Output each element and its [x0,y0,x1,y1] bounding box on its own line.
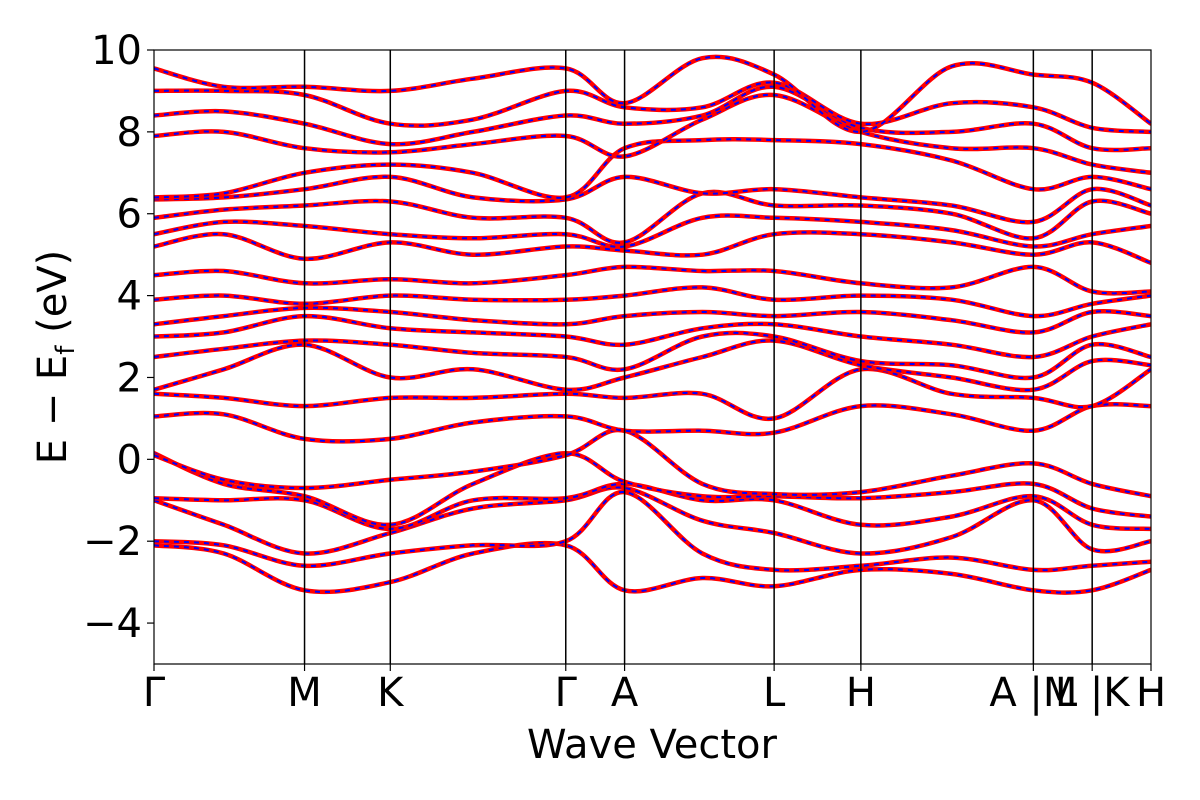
y-tick-label-7: 8 [117,110,142,156]
x-tick-label-5: A [611,670,639,716]
kpath-lines-layer [303,50,1093,664]
x-axis-label: Wave Vector [527,722,778,768]
band-line-overlay-19 [154,138,1151,199]
x-tick-label-2: M [287,670,322,716]
band-line-overlay-13 [154,286,1151,318]
x-tick-label-9: L |K [1055,670,1131,716]
band-line-overlay-2 [154,491,1151,572]
y-tick-label-8: 10 [91,28,142,74]
x-tick-label-6: L [763,670,786,716]
y-axis-label-main: E − E [30,355,76,465]
band-line-22 [154,80,1151,135]
band-line-overlay-9 [154,339,1151,392]
x-tick-label-10: H [1136,670,1166,716]
y-axis-label-sub: f [51,345,81,355]
band-line-overlay-15 [154,231,1151,264]
x-tick-label-8: A |M [989,670,1077,716]
band-line-5 [154,450,1151,528]
bands-layer [154,54,1151,595]
x-tick-label-3: K [377,670,405,716]
band-line-overlay-12 [154,306,1151,334]
band-line-overlay-16 [154,214,1151,248]
band-line-overlay-8 [154,367,1151,420]
band-line-overlay-10 [154,331,1151,380]
y-tick-label-6: 6 [117,192,142,238]
band-line-1 [154,540,1151,595]
x-tick-label-7: H [846,670,876,716]
band-line-17 [154,189,1151,246]
y-tick-label-5: 4 [117,274,142,320]
band-line-14 [154,264,1151,296]
x-tick-label-4: Γ [555,670,578,716]
y-axis-label-unit: (eV) [30,250,76,346]
band-line-overlay-7 [154,403,1151,443]
y-tick-label-2: −2 [83,519,142,565]
y-tick-label-1: −4 [83,601,142,647]
y-axis-label: E − Ef (eV) [30,250,81,465]
x-tick-label-1: Γ [143,670,166,716]
band-line-overlay-6 [154,429,1151,498]
band-line-overlay-18 [154,175,1151,224]
band-line-overlay-23 [154,55,1151,133]
band-line-11 [154,313,1151,360]
band-line-overlay-3 [154,486,1151,555]
y-tick-label-3: 0 [117,437,142,483]
band-line-overlay-20 [154,93,1151,174]
plot-frame [153,49,1152,665]
y-tick-label-4: 2 [117,355,142,401]
y-axis: −4 −2 0 2 4 6 8 10 [83,28,154,647]
band-line-overlay-21 [154,85,1151,152]
